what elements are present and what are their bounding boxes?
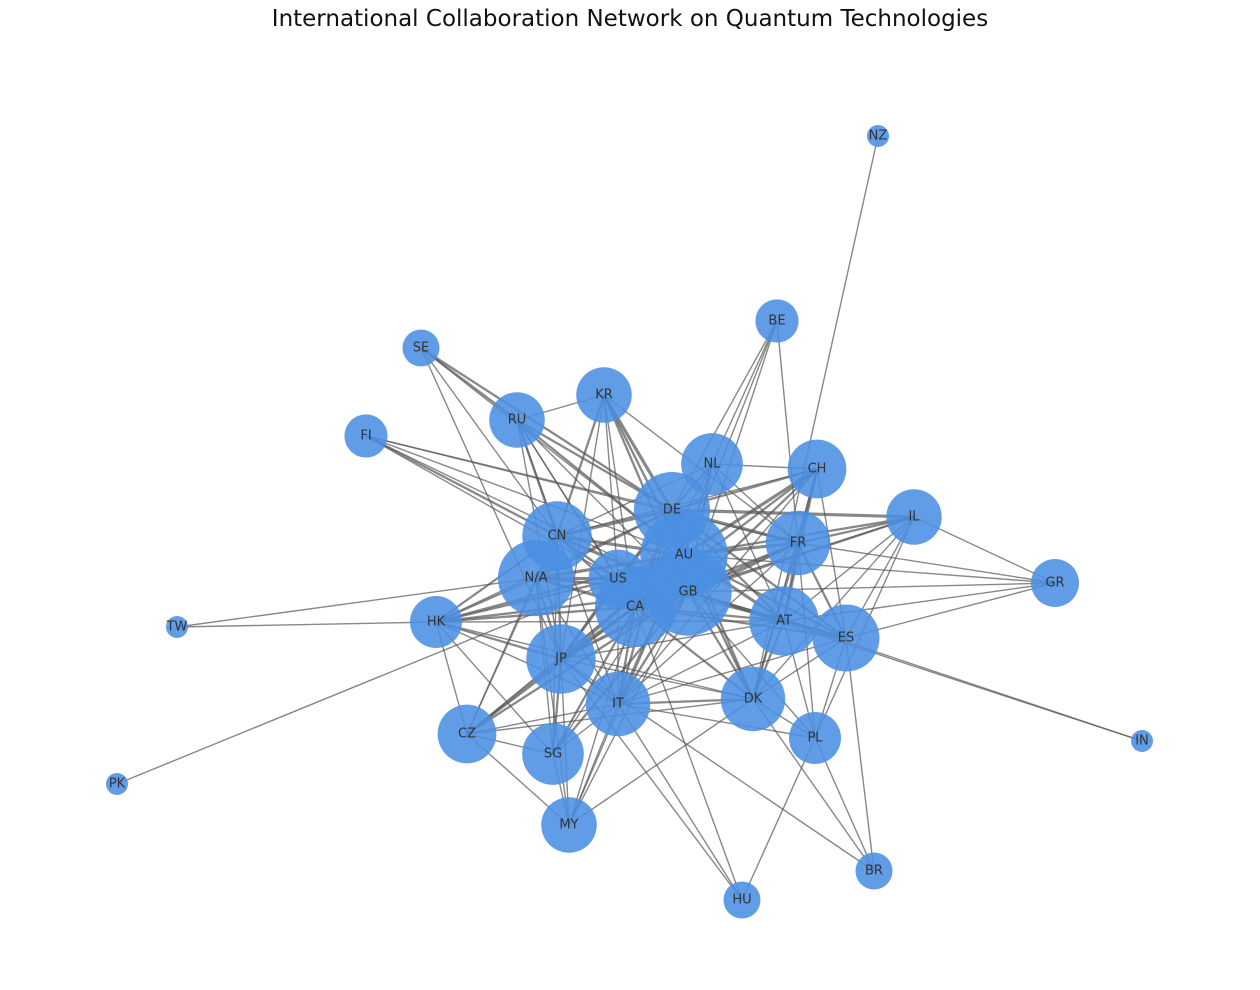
edge-fi-cn (365, 434, 558, 538)
node-label-br: BR (865, 864, 883, 879)
edge-hk-tw (176, 621, 437, 628)
edge-se-de (420, 347, 673, 511)
node-label-gr: GR (1045, 576, 1064, 591)
edge-dk-br (752, 698, 875, 872)
node-label-na: N/A (525, 571, 548, 586)
node-es (812, 604, 880, 672)
node-label-cz: CZ (458, 727, 476, 742)
edge-it-hu (617, 703, 743, 901)
edge-au-gr (683, 554, 1056, 584)
node-ca (594, 566, 676, 648)
node-ru (489, 392, 545, 448)
edge-na-tw (176, 577, 537, 628)
node-label-hk: HK (427, 615, 446, 630)
edge-fi-au (365, 435, 685, 556)
edge-es-gr (845, 582, 1056, 639)
node-label-jp: JP (554, 652, 567, 667)
node-label-pk: PK (109, 777, 126, 792)
node-pl (789, 712, 841, 764)
node-label-nl: NL (704, 457, 722, 472)
node-label-tw: TW (166, 620, 188, 635)
edge-be-fr (776, 320, 799, 544)
edge-se-cn (420, 347, 558, 537)
node-il (886, 489, 942, 545)
node-label-gb: GB (679, 585, 698, 600)
node-label-at: AT (776, 614, 792, 629)
node-ch (787, 439, 847, 499)
node-label-my: MY (559, 818, 578, 833)
edge-es-it (617, 637, 847, 705)
node-pk (106, 773, 128, 795)
node-label-il: IL (908, 510, 920, 525)
node-my (541, 797, 597, 853)
nodes-layer (106, 125, 1153, 919)
edge-pl-hu (741, 737, 816, 901)
node-label-au: AU (675, 548, 693, 563)
node-hk (410, 596, 462, 648)
node-label-hu: HU (732, 893, 751, 908)
edge-na-my (535, 577, 570, 826)
node-gr (1031, 559, 1079, 607)
node-label-kr: KR (595, 388, 613, 403)
node-tw (166, 616, 188, 638)
node-cz (437, 704, 497, 764)
node-na (497, 539, 575, 617)
node-in (1131, 730, 1153, 752)
node-label-de: DE (663, 503, 681, 518)
node-at (749, 586, 819, 656)
edges-layer (116, 135, 1143, 901)
node-fi (344, 414, 388, 458)
node-fr (765, 510, 831, 576)
node-kr (576, 367, 632, 423)
node-label-cn: CN (548, 529, 567, 544)
node-sg (522, 723, 584, 785)
node-label-pl: PL (807, 731, 823, 746)
node-nz (867, 125, 889, 147)
node-label-se: SE (413, 341, 429, 356)
node-label-nz: NZ (869, 129, 888, 144)
node-label-dk: DK (744, 692, 763, 707)
edge-fr-gr (797, 542, 1056, 584)
node-label-us: US (609, 572, 627, 587)
edge-dk-my (568, 698, 754, 826)
node-label-it: IT (612, 697, 624, 712)
node-label-fr: FR (790, 536, 807, 551)
node-it (585, 671, 651, 737)
node-dk (720, 666, 786, 732)
node-label-fi: FI (360, 429, 371, 444)
edge-it-pl (617, 703, 816, 739)
node-br (855, 852, 893, 890)
node-jp (526, 624, 596, 694)
node-label-in: IN (1135, 734, 1149, 749)
edge-gb-gr (687, 582, 1056, 593)
node-label-es: ES (838, 631, 854, 646)
node-label-be: BE (768, 314, 785, 329)
node-nl (681, 433, 743, 495)
chart-title: International Collaboration Network on Q… (271, 6, 989, 32)
node-label-ru: RU (508, 413, 527, 428)
labels-layer: NZ BE SE KR RU FI NL CH IL DE CN AU FR N/A US GR GB CA HK T… (109, 129, 1149, 908)
edge-ca-hu (634, 606, 743, 901)
edge-at-jp (560, 620, 785, 660)
edge-es-br (845, 637, 875, 872)
node-label-ch: CH (808, 462, 827, 477)
node-hu (723, 881, 761, 919)
node-se (402, 329, 440, 367)
node-label-ca: CA (626, 600, 644, 615)
edge-kr-us (603, 394, 619, 580)
node-be (755, 299, 799, 343)
node-label-sg: SG (544, 747, 562, 762)
